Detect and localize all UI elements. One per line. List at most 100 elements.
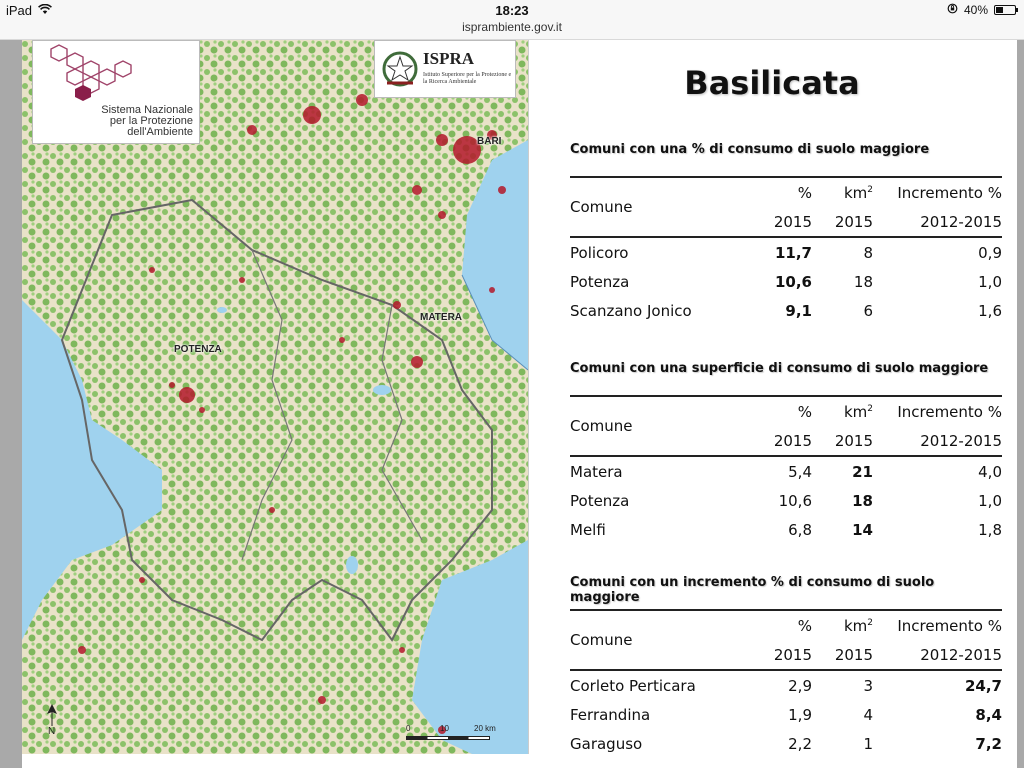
cell-comune: Corleto Perticara	[570, 676, 696, 695]
cell-increment: 0,9	[978, 243, 1002, 262]
cell-comune: Garaguso	[570, 734, 643, 753]
header-comune: Comune	[570, 395, 766, 457]
snpa-line-3: dell'Ambiente	[127, 126, 193, 138]
snpa-logo: Sistema Nazionale per la Protezione dell…	[32, 40, 200, 144]
left-gutter	[0, 40, 22, 768]
device-label: iPad	[6, 3, 33, 18]
wifi-icon	[38, 3, 52, 18]
table-row: Garaguso 2,2 1 7,2	[570, 729, 1002, 758]
scale-label-10: 10	[440, 724, 449, 733]
header-pct: %	[766, 395, 812, 426]
cell-pct: 10,6	[774, 272, 812, 291]
cell-pct: 5,4	[788, 462, 812, 481]
table-subheader-row: 2015 2015 2012-2015	[570, 426, 1002, 457]
status-bar: iPad 18:23 isprambiente.gov.it 40%	[0, 0, 1024, 40]
cell-comune: Scanzano Jonico	[570, 301, 692, 320]
header-pct-year: 2015	[766, 640, 812, 671]
cell-increment: 24,7	[964, 676, 1002, 695]
right-gutter	[1017, 40, 1024, 768]
cell-comune: Melfi	[570, 520, 606, 539]
header-increment-years: 2012-2015	[873, 207, 1002, 238]
slide: Sistema Nazionale per la Protezione dell…	[22, 40, 1017, 768]
section-pct-consumption: Comuni con una % di consumo di suolo mag…	[570, 142, 1002, 320]
city-label-potenza: POTENZA	[174, 344, 222, 355]
header-increment: Incremento %	[873, 609, 1002, 640]
cell-pct: 2,2	[788, 734, 812, 753]
scale-bar-graphic	[406, 736, 490, 740]
land-consumption-map: Sistema Nazionale per la Protezione dell…	[22, 40, 529, 754]
header-pct-year: 2015	[766, 426, 812, 457]
cell-km2: 14	[852, 520, 873, 539]
data-table: Comune % km2 Incremento % 2015 2015 2012…	[570, 176, 1002, 325]
section-heading: Comuni con una superficie di consumo di …	[570, 361, 989, 376]
status-left: iPad	[6, 3, 52, 18]
cell-km2: 4	[863, 705, 873, 724]
cell-comune: Potenza	[570, 272, 630, 291]
header-pct: %	[766, 176, 812, 207]
cell-km2: 8	[863, 243, 873, 262]
ispra-logo: ISPRA Istituto Superiore per la Protezio…	[374, 40, 516, 98]
header-km2: km2	[812, 609, 873, 640]
north-arrow: N	[46, 704, 58, 737]
cell-pct: 6,8	[788, 520, 812, 539]
cell-increment: 1,8	[978, 520, 1002, 539]
data-table: Comune % km2 Incremento % 2015 2015 2012…	[570, 609, 1002, 758]
header-km2: km2	[812, 176, 873, 207]
snpa-line-2: per la Protezione	[109, 115, 193, 127]
header-comune: Comune	[570, 176, 766, 238]
cell-pct: 10,6	[778, 491, 812, 510]
cell-increment: 1,0	[978, 491, 1002, 510]
header-pct-year: 2015	[766, 207, 812, 238]
cell-increment: 1,6	[978, 301, 1002, 320]
section-heading: Comuni con un incremento % di consumo di…	[570, 575, 935, 605]
slide-title: Basilicata	[684, 64, 860, 102]
cell-increment: 4,0	[978, 462, 1002, 481]
header-increment: Incremento %	[873, 176, 1002, 207]
snpa-logo-text: Sistema Nazionale per la Protezione dell…	[63, 105, 193, 138]
north-label: N	[48, 726, 56, 737]
cell-km2: 18	[852, 491, 873, 510]
table-row: Corleto Perticara 2,9 3 24,7	[570, 670, 1002, 700]
city-label-bari: BARI	[477, 136, 502, 147]
table-row: Ferrandina 1,9 4 8,4	[570, 700, 1002, 729]
header-increment: Incremento %	[873, 395, 1002, 426]
cell-increment: 7,2	[975, 734, 1002, 753]
north-arrow-icon	[47, 704, 57, 726]
address-bar-url[interactable]: isprambiente.gov.it	[462, 20, 562, 34]
cell-increment: 1,0	[978, 272, 1002, 291]
header-pct: %	[766, 609, 812, 640]
map-graphic	[22, 40, 528, 754]
republic-emblem-icon	[382, 51, 418, 87]
cell-increment: 8,4	[975, 705, 1002, 724]
header-comune: Comune	[570, 609, 766, 671]
header-km2-year: 2015	[812, 426, 873, 457]
cell-comune: Ferrandina	[570, 705, 651, 724]
snpa-line-1: Sistema Nazionale	[101, 104, 193, 116]
battery-level	[996, 7, 1003, 13]
table-header-row: Comune % km2 Incremento %	[570, 176, 1002, 238]
city-label-matera: MATERA	[420, 312, 463, 323]
header-km2: km2	[812, 395, 873, 426]
table-subheader-row: 2015 2015 2012-2015	[570, 640, 1002, 671]
cell-pct: 11,7	[774, 243, 812, 262]
table-subheader-row: 2015 2015 2012-2015	[570, 207, 1002, 238]
section-heading: Comuni con una % di consumo di suolo mag…	[570, 142, 930, 157]
ispra-name: ISPRA	[423, 49, 475, 68]
cell-comune: Matera	[570, 462, 623, 481]
table-row: Potenza 10,6 18 1,0	[570, 486, 1002, 515]
header-km2-year: 2015	[812, 207, 873, 238]
cell-comune: Potenza	[570, 491, 630, 510]
table-row: Matera 5,4 21 4,0	[570, 456, 1002, 486]
cell-pct: 2,9	[788, 676, 812, 695]
data-table: Comune % km2 Incremento % 2015 2015 2012…	[570, 395, 1002, 544]
table-row: Scanzano Jonico 9,1 6 1,6	[570, 296, 1002, 325]
cell-km2: 1	[863, 734, 873, 753]
cell-km2: 6	[863, 301, 873, 320]
header-increment-years: 2012-2015	[873, 426, 1002, 457]
table-row: Policoro 11,7 8 0,9	[570, 237, 1002, 267]
battery-percent: 40%	[963, 3, 988, 17]
cell-pct: 1,9	[788, 705, 812, 724]
ispra-subtitle: Istituto Superiore per la Protezione e l…	[423, 72, 512, 85]
section-area-consumption: Comuni con una superficie di consumo di …	[570, 361, 1002, 539]
table-header-row: Comune % km2 Incremento %	[570, 395, 1002, 457]
